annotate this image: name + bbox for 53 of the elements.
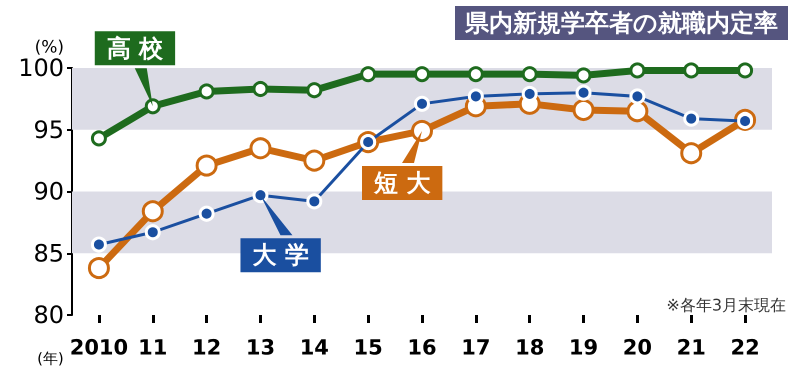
point <box>737 62 754 78</box>
y-tick-label: 80 <box>33 301 64 329</box>
point <box>196 154 218 177</box>
x-tick-label: 15 <box>354 336 383 360</box>
point <box>198 83 215 100</box>
x-axis-title: (年) <box>37 350 64 368</box>
x-tick-label: 12 <box>192 336 222 360</box>
x-tick-label: 20 <box>622 336 652 360</box>
point <box>629 88 646 104</box>
point <box>626 100 648 122</box>
x-tick-label: 21 <box>676 336 706 360</box>
x-tick-label: 2010 <box>70 336 128 360</box>
y-tick-label: 90 <box>33 178 64 206</box>
point <box>144 224 161 240</box>
point <box>306 193 322 210</box>
point <box>249 137 272 160</box>
point <box>683 110 700 127</box>
point <box>198 206 215 222</box>
point <box>629 62 646 78</box>
point <box>90 236 107 253</box>
point <box>576 67 592 84</box>
point <box>680 142 702 164</box>
x-tick-label: 13 <box>246 336 276 360</box>
y-tick-label: 85 <box>33 239 64 268</box>
x-tick-label: 11 <box>138 336 168 360</box>
point <box>306 82 322 98</box>
y-tick-label: 95 <box>33 116 64 144</box>
legend-label: 大 学 <box>252 241 309 270</box>
legend-label: 短 大 <box>373 168 432 197</box>
point <box>522 66 538 82</box>
point <box>576 84 592 101</box>
x-tick-label: 16 <box>407 336 437 360</box>
x-tick-label: 18 <box>515 336 544 360</box>
x-tick-label: 22 <box>730 336 760 360</box>
point <box>414 66 430 82</box>
point <box>468 66 484 82</box>
annotation: ※各年3月末現在 <box>666 296 786 314</box>
point <box>572 98 595 121</box>
point <box>414 96 430 112</box>
point <box>90 130 107 146</box>
point <box>303 150 326 172</box>
point <box>683 62 700 78</box>
chart-title: 県内新規学卒者の就職内定率 <box>464 9 778 37</box>
point <box>252 81 268 97</box>
point <box>144 98 161 114</box>
point <box>411 120 433 142</box>
point <box>88 257 110 280</box>
x-tick-label: 19 <box>568 336 598 360</box>
point <box>142 200 164 222</box>
x-tick-label: 14 <box>300 336 329 360</box>
x-tick-label: 17 <box>461 336 490 360</box>
series-label: 高 校 <box>106 34 164 62</box>
point <box>360 66 376 82</box>
